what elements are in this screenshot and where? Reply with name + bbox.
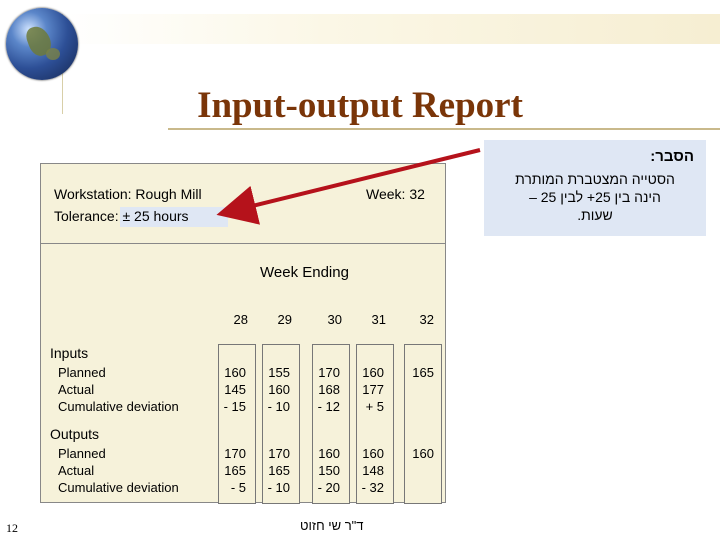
table-cell: 160 — [318, 446, 340, 461]
table-cell: 155 — [268, 365, 290, 380]
table-cell: 165 — [268, 463, 290, 478]
row-label: Planned — [58, 365, 106, 380]
inputs-heading: Inputs — [50, 345, 89, 361]
column-box-30 — [312, 344, 350, 504]
row-label: Cumulative deviation — [58, 480, 179, 495]
note-line: שעות. — [577, 207, 613, 223]
column-header: 31 — [371, 312, 386, 327]
table-cell: 170 — [318, 365, 340, 380]
table-cell: 148 — [362, 463, 384, 478]
header-divider-line — [40, 243, 446, 244]
outputs-heading: Outputs — [50, 426, 100, 442]
note-line: הינה בין 25+ לבין 25 – — [529, 189, 661, 205]
tolerance-label: Tolerance: ± 25 hours — [54, 208, 189, 224]
workstation-label: Workstation: Rough Mill — [54, 186, 202, 202]
title-underline — [168, 128, 720, 130]
globe-icon — [6, 8, 78, 80]
table-cell: - 12 — [317, 399, 340, 414]
column-header: 32 — [419, 312, 434, 327]
table-cell: 160 — [224, 365, 246, 380]
row-label: Planned — [58, 446, 106, 461]
author-footer: ד"ר שי חזוט — [300, 518, 364, 533]
table-cell: 170 — [224, 446, 246, 461]
row-label: Actual — [58, 382, 95, 397]
note-line: הסטייה המצטברת המותרת — [515, 171, 675, 187]
week-ending-label: Week Ending — [260, 264, 349, 281]
column-box-28 — [218, 344, 256, 504]
table-cell: 160 — [362, 365, 384, 380]
table-cell: - 10 — [267, 399, 290, 414]
table-cell: 165 — [412, 365, 434, 380]
tolerance-highlight — [120, 207, 228, 227]
column-header: 28 — [233, 312, 248, 327]
globe-land — [46, 48, 60, 60]
table-cell: + 5 — [365, 399, 384, 414]
page-number: 12 — [6, 521, 18, 535]
explanation-note: הסבר: הסטייה המצטברת המותרת הינה בין 25+… — [484, 140, 706, 236]
note-body: הסטייה המצטברת המותרת הינה בין 25+ לבין … — [492, 170, 698, 224]
note-title: הסבר: — [650, 148, 694, 165]
table-cell: - 20 — [317, 480, 340, 495]
table-cell: 145 — [224, 382, 246, 397]
table-cell: 170 — [268, 446, 290, 461]
table-cell: - 32 — [361, 480, 384, 495]
table-cell: 165 — [224, 463, 246, 478]
week-label: Week: 32 — [366, 186, 425, 202]
table-cell: 160 — [268, 382, 290, 397]
header-bar — [62, 14, 720, 44]
slide-title: Input-output Report — [197, 85, 523, 126]
table-cell: 150 — [318, 463, 340, 478]
table-cell: 177 — [362, 382, 384, 397]
table-cell: 168 — [318, 382, 340, 397]
table-cell: - 10 — [267, 480, 290, 495]
column-box-32 — [404, 344, 442, 504]
row-label: Actual — [58, 463, 95, 478]
row-label: Cumulative deviation — [58, 399, 179, 414]
table-cell: - 5 — [230, 480, 246, 495]
table-cell: 160 — [362, 446, 384, 461]
column-box-31 — [356, 344, 394, 504]
column-box-29 — [262, 344, 300, 504]
column-header: 29 — [277, 312, 292, 327]
table-cell: - 15 — [223, 399, 246, 414]
column-header: 30 — [327, 312, 342, 327]
table-cell: 160 — [412, 446, 434, 461]
